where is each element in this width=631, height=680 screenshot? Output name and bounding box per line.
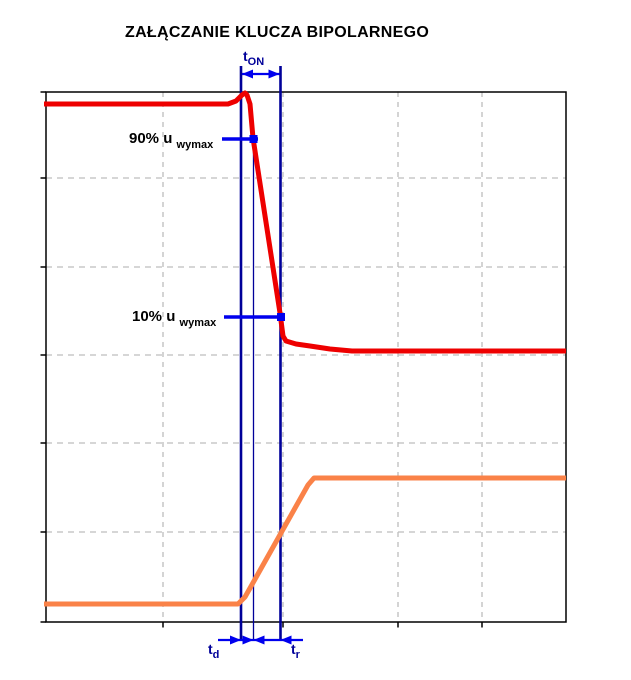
input-drive-uwe-waveform xyxy=(44,475,566,607)
t-on-sub: ON xyxy=(247,56,265,68)
t-d-sub: d xyxy=(212,649,220,661)
level-10-text: 10% u xyxy=(132,308,176,325)
t-d-label: td xyxy=(208,642,219,661)
level-90-text: 90% u xyxy=(129,130,173,147)
t-on-label: tON xyxy=(243,49,264,68)
level-10-label: 10% u wymax xyxy=(132,309,216,329)
t-r-base: t xyxy=(291,641,296,657)
t-r-label: tr xyxy=(291,642,300,661)
t-on-base: t xyxy=(243,48,248,64)
level-10-sub: wymax xyxy=(179,317,217,329)
level-90-label: 90% u wymax xyxy=(129,131,213,151)
plot-frame xyxy=(45,91,567,623)
t-d-base: t xyxy=(208,641,213,657)
level-dot xyxy=(277,313,285,321)
t-r-sub: r xyxy=(295,649,300,661)
t-on-arrowhead-right xyxy=(268,69,280,79)
t-on-arrowhead-left xyxy=(242,69,253,79)
dim-arrowhead xyxy=(253,635,265,645)
level-dot xyxy=(249,135,258,143)
dim-arrowhead xyxy=(280,635,292,645)
dim-arrowhead xyxy=(230,635,241,645)
level-90-sub: wymax xyxy=(176,139,214,151)
dim-arrowhead xyxy=(242,635,254,645)
page-title: ZAŁĄCZANIE KLUCZA BIPOLARNEGO xyxy=(125,24,430,41)
output-voltage-uwy-waveform xyxy=(44,90,566,354)
